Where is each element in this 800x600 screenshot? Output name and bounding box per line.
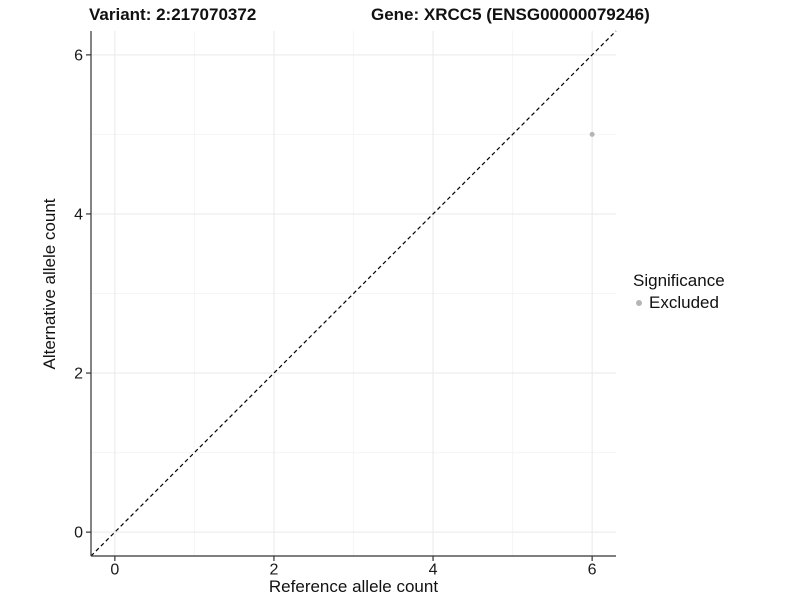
variant-title: Variant: 2:217070372 [89, 5, 257, 24]
y-tick-label: 0 [74, 525, 83, 542]
legend-items: Excluded [630, 293, 725, 313]
legend-key-dot-icon [636, 300, 642, 306]
x-tick-label: 0 [110, 562, 119, 579]
x-tick-label: 6 [588, 562, 597, 579]
legend-item-label: Excluded [649, 293, 719, 312]
x-tick-label: 4 [429, 562, 438, 579]
y-axis-title: Alternative allele count [40, 198, 59, 370]
x-axis-title: Reference allele count [268, 577, 439, 596]
y-tick-label: 6 [74, 47, 83, 64]
legend: Significance Excluded [630, 271, 725, 313]
legend-title: Significance [633, 271, 725, 290]
y-tick-label: 2 [74, 366, 83, 383]
gene-title: Gene: XRCC5 (ENSG00000079246) [371, 5, 650, 24]
identity-reference-line [90, 30, 617, 557]
y-tick-label: 4 [74, 206, 83, 223]
legend-item: Excluded [630, 293, 725, 313]
x-tick-label: 2 [270, 562, 279, 579]
data-point [589, 131, 595, 137]
